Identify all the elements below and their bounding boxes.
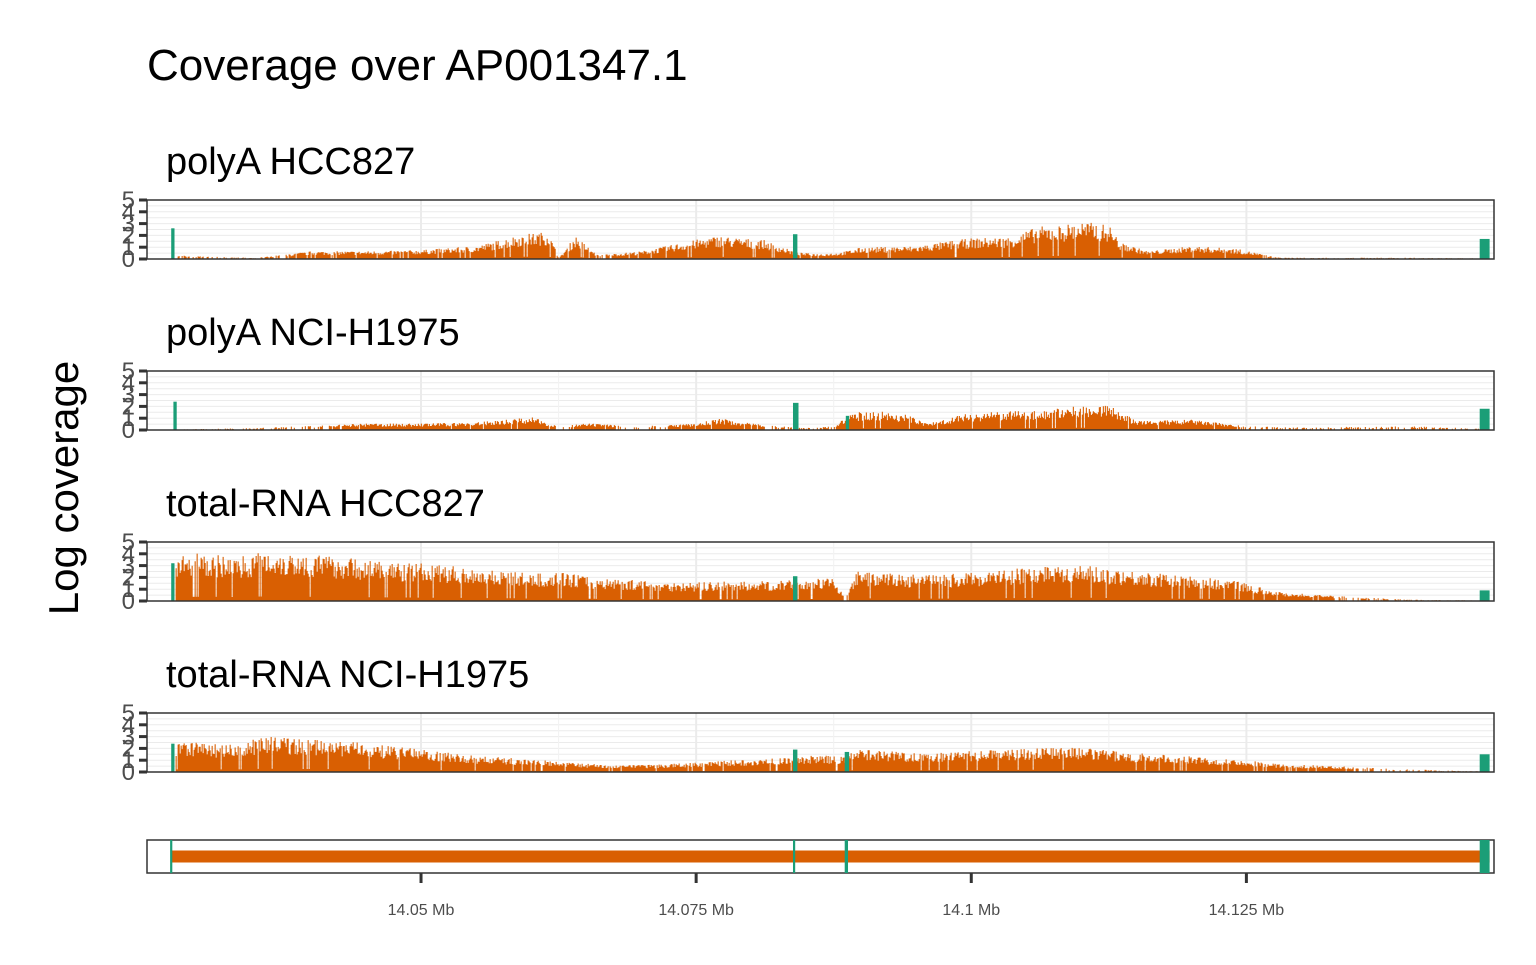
y-tick-label: 2 — [122, 735, 135, 762]
chart-title: Coverage over AP001347.1 — [147, 41, 688, 90]
exon-coverage-bar — [173, 401, 177, 430]
y-tick-label: 1 — [122, 576, 135, 603]
y-axis-label: Log coverage — [40, 361, 87, 616]
y-tick-label: 1 — [122, 747, 135, 774]
intron-coverage-bars — [177, 222, 1473, 259]
exon-coverage-bar — [792, 402, 799, 430]
y-tick-label: 5 — [122, 187, 135, 214]
panel-title: total-RNA HCC827 — [166, 483, 485, 525]
exon-coverage-bar — [1479, 590, 1490, 601]
exon-coverage-bar — [1479, 238, 1490, 259]
exon-coverage-bar — [792, 749, 798, 772]
panel-border — [146, 199, 1495, 260]
panel-border — [146, 541, 1495, 602]
y-tick-label: 2 — [122, 393, 135, 420]
exon-coverage-bar — [792, 234, 798, 259]
y-tick-label: 1 — [122, 405, 135, 432]
panel-title: polyA NCI-H1975 — [166, 312, 460, 354]
panel-border — [146, 712, 1495, 773]
y-tick-label: 3 — [122, 724, 135, 751]
gene-track-layer — [146, 839, 1495, 874]
y-tick-label: 0 — [122, 417, 135, 444]
panel-title: polyA HCC827 — [166, 141, 415, 183]
y-tick-label: 5 — [122, 358, 135, 385]
gene-exon-block — [844, 840, 849, 873]
y-tick-label: 3 — [122, 553, 135, 580]
intron-coverage-bars — [175, 737, 1478, 772]
y-tick-label: 1 — [122, 234, 135, 261]
x-tick-label: 14.05 Mb — [388, 902, 455, 919]
exon-coverage-bar — [792, 576, 798, 601]
y-tick-label: 4 — [122, 199, 135, 226]
exon-coverage-bar — [1479, 408, 1490, 430]
intron-coverage-bars — [175, 553, 1478, 601]
x-axis: 14.05 Mb 14.075 Mb 14.1 Mb 14.125 Mb — [388, 873, 1285, 919]
y-tick-label: 0 — [122, 246, 135, 273]
x-tick-label: 14.125 Mb — [1209, 902, 1285, 919]
exon-coverage-bar — [1479, 754, 1490, 772]
exon-coverage-bar — [171, 563, 175, 601]
y-tick-label: 0 — [122, 759, 135, 786]
panel-title: total-RNA NCI-H1975 — [166, 654, 529, 696]
y-tick-label: 4 — [122, 370, 135, 397]
y-tick-label: 2 — [122, 564, 135, 591]
exon-coverage-bar — [171, 743, 175, 772]
intron-coverage-bars — [177, 405, 1479, 430]
gene-intron-bar — [171, 850, 1490, 863]
y-tick-label: 0 — [122, 588, 135, 615]
exon-coverage-bar — [844, 751, 850, 772]
y-tick-label: 2 — [122, 222, 135, 249]
panel-border — [146, 370, 1495, 431]
gene-exon-block — [792, 840, 796, 873]
y-tick-label: 3 — [122, 382, 135, 409]
gene-exon-block — [1479, 840, 1490, 873]
y-tick-label: 3 — [122, 211, 135, 238]
x-tick-label: 14.1 Mb — [942, 902, 1000, 919]
y-tick-label: 4 — [122, 712, 135, 739]
y-tick-label: 5 — [122, 700, 135, 727]
y-tick-label: 4 — [122, 541, 135, 568]
x-tick-label: 14.075 Mb — [658, 902, 734, 919]
y-tick-label: 5 — [122, 529, 135, 556]
gene-exon-block — [170, 840, 173, 873]
exon-coverage-bar — [171, 228, 175, 259]
exon-coverage-bar — [845, 415, 850, 430]
